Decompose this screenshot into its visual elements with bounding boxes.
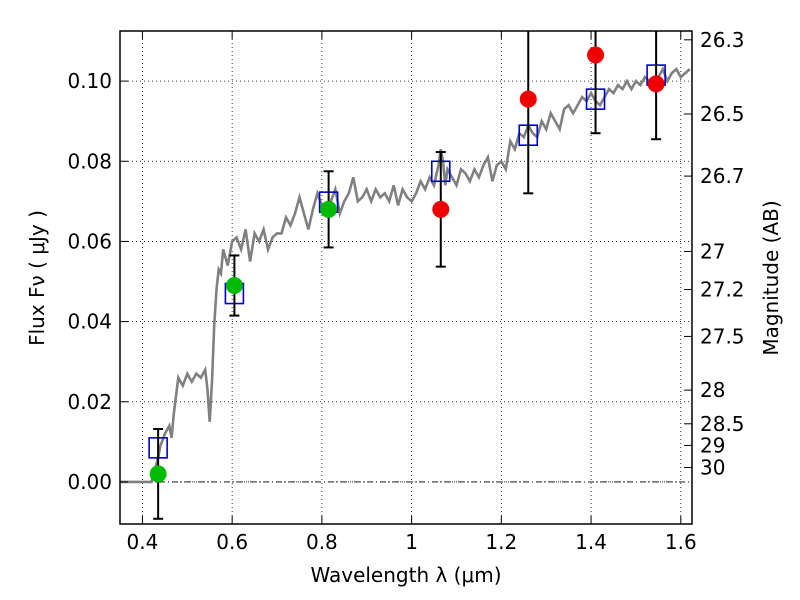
right-axis-label: Magnitude (AB) bbox=[759, 200, 783, 355]
model-spectrum-line bbox=[120, 65, 691, 484]
y-tick-label: 0.10 bbox=[67, 69, 112, 93]
detections-point bbox=[149, 465, 167, 483]
x-tick-label: 0.8 bbox=[306, 530, 338, 554]
non-detections-point bbox=[519, 90, 537, 108]
x-tick-label: 0.6 bbox=[216, 530, 248, 554]
x-axis-label: Wavelength λ (μm) bbox=[310, 563, 501, 587]
non-detections-point bbox=[432, 200, 450, 218]
y-tick-label: 0.00 bbox=[67, 470, 112, 494]
right-tick-label: 27.5 bbox=[700, 324, 745, 348]
grid bbox=[120, 31, 692, 524]
plot-frame bbox=[119, 30, 693, 525]
non-detections-point bbox=[587, 46, 605, 64]
detections-point bbox=[320, 200, 338, 218]
non-detections-point bbox=[647, 75, 665, 93]
x-tick-label: 1.6 bbox=[665, 530, 697, 554]
data-marks bbox=[148, 31, 666, 520]
x-axis-label-text: Wavelength λ (μm) bbox=[310, 563, 501, 587]
right-tick-label: 26.3 bbox=[700, 28, 745, 52]
y-tick-label: 0.06 bbox=[67, 229, 112, 253]
right-tick-label: 28.5 bbox=[700, 412, 745, 436]
right-tick-label: 30 bbox=[700, 455, 725, 479]
y-tick-label: 0.08 bbox=[67, 149, 112, 173]
y-tick-label: 0.02 bbox=[67, 390, 112, 414]
right-tick-label: 26.7 bbox=[700, 164, 745, 188]
right-tick-label: 27 bbox=[700, 239, 725, 263]
right-tick-label: 27.2 bbox=[700, 278, 745, 302]
x-tick-label: 1.2 bbox=[485, 530, 517, 554]
right-tick-label: 29 bbox=[700, 433, 725, 457]
right-tick-label: 28 bbox=[700, 378, 725, 402]
right-tick-label: 26.5 bbox=[700, 102, 745, 126]
y-axis-label: Flux Fν ( μJy ) bbox=[25, 210, 49, 346]
x-tick-label: 0.4 bbox=[127, 530, 159, 554]
detections-point bbox=[225, 277, 243, 295]
x-tick-label: 1 bbox=[405, 530, 418, 554]
axis-ticks: 0.4 0.6 0.8 1 1.2 1.4 1.6 0.00 0.02 0.04 0.06 0.08 0… bbox=[67, 28, 744, 554]
y-tick-label: 0.04 bbox=[67, 310, 112, 334]
x-tick-label: 1.4 bbox=[575, 530, 607, 554]
